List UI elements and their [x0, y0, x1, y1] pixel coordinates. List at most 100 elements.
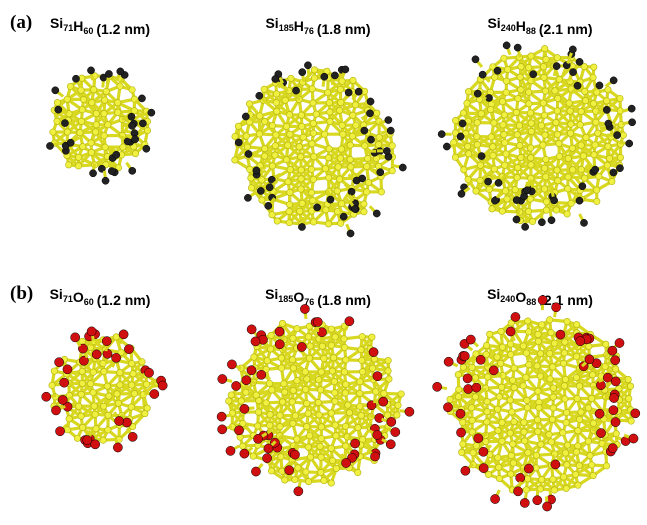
- surface-atom: [542, 502, 551, 511]
- si-atom: [553, 207, 559, 213]
- si-atom: [113, 334, 119, 340]
- si-atom: [278, 355, 284, 361]
- element: Si: [487, 286, 500, 302]
- si-atom: [484, 419, 490, 425]
- si-atom: [343, 381, 349, 387]
- si-atom: [328, 480, 334, 486]
- si-atom: [456, 386, 462, 392]
- si-atom: [49, 382, 55, 388]
- si-atom: [292, 476, 298, 482]
- si-atom: [269, 163, 275, 169]
- surface-atom: [479, 71, 486, 78]
- si-atom: [106, 393, 112, 399]
- element: H: [516, 18, 526, 34]
- si-atom: [550, 394, 556, 400]
- si-atom: [285, 142, 291, 148]
- si-atom: [321, 477, 327, 483]
- si-atom: [329, 368, 335, 374]
- si-atom: [606, 155, 612, 161]
- si-atom: [499, 419, 505, 425]
- si-atom: [574, 395, 580, 401]
- si-atom: [524, 476, 530, 482]
- si-atom: [323, 207, 329, 213]
- surface-atom: [218, 425, 227, 434]
- surface-atom: [294, 487, 303, 496]
- surface-atom: [108, 168, 115, 175]
- si-atom: [526, 101, 532, 107]
- si-atom: [605, 143, 611, 149]
- surface-atom: [503, 42, 510, 49]
- si-atom: [447, 396, 453, 402]
- si-atom: [591, 64, 597, 70]
- subscript: 88: [526, 297, 536, 307]
- si-atom: [500, 122, 506, 128]
- si-atom: [315, 399, 321, 405]
- surface-atom: [257, 187, 264, 194]
- si-atom: [562, 396, 568, 402]
- si-atom: [283, 123, 289, 129]
- surface-atom: [350, 439, 359, 448]
- si-atom: [232, 133, 238, 139]
- size: (1.2 nm): [97, 292, 151, 308]
- si-atom: [478, 111, 484, 117]
- si-atom: [569, 145, 575, 151]
- si-atom: [374, 110, 380, 116]
- si-atom: [538, 122, 544, 128]
- surface-atom: [375, 413, 384, 422]
- surface-atom: [321, 73, 328, 80]
- si-atom: [114, 99, 120, 105]
- si-atom: [556, 153, 562, 159]
- si-atom: [268, 332, 274, 338]
- element: Si: [50, 286, 63, 302]
- surface-atom: [361, 127, 368, 134]
- si-atom: [88, 149, 94, 155]
- si-atom: [514, 132, 520, 138]
- si-atom: [322, 166, 328, 172]
- surface-atom: [355, 88, 362, 95]
- si-atom: [540, 142, 546, 148]
- si-atom: [130, 371, 136, 377]
- si-atom: [317, 387, 323, 393]
- si-atom: [524, 404, 530, 410]
- si-atom: [326, 146, 332, 152]
- surface-atom: [265, 202, 272, 209]
- si-atom: [267, 411, 273, 417]
- si-atom: [310, 100, 316, 106]
- si-atom: [54, 99, 60, 105]
- si-atom: [318, 424, 324, 430]
- si-atom: [455, 393, 461, 399]
- surface-atom: [244, 194, 251, 201]
- si-atom: [350, 112, 356, 118]
- si-atom: [583, 134, 589, 140]
- si-atom: [554, 131, 560, 137]
- surface-atom: [629, 119, 636, 126]
- si-atom: [311, 67, 317, 73]
- surface-atom: [479, 447, 488, 456]
- si-atom: [92, 129, 98, 135]
- cluster: [46, 67, 155, 185]
- si-atom: [546, 431, 552, 437]
- si-atom: [496, 464, 502, 470]
- si-atom: [281, 389, 287, 395]
- si-atom: [575, 443, 581, 449]
- si-atom: [306, 355, 312, 361]
- si-atom: [484, 374, 490, 380]
- si-atom: [509, 377, 515, 383]
- surface-atom: [58, 395, 67, 404]
- si-atom: [325, 89, 331, 95]
- si-atom: [564, 211, 570, 217]
- surface-atom: [61, 119, 68, 126]
- si-atom: [78, 413, 84, 419]
- si-atom: [555, 178, 561, 184]
- si-atom: [553, 119, 559, 125]
- si-atom: [499, 344, 505, 350]
- si-atom: [115, 400, 121, 406]
- surface-atom: [553, 63, 560, 70]
- si-atom: [464, 143, 470, 149]
- subscript: 60: [83, 26, 93, 36]
- si-atom: [358, 412, 364, 418]
- si-atom: [329, 457, 335, 463]
- cluster: [232, 62, 407, 237]
- surface-atom: [574, 82, 581, 89]
- si-atom: [595, 130, 601, 136]
